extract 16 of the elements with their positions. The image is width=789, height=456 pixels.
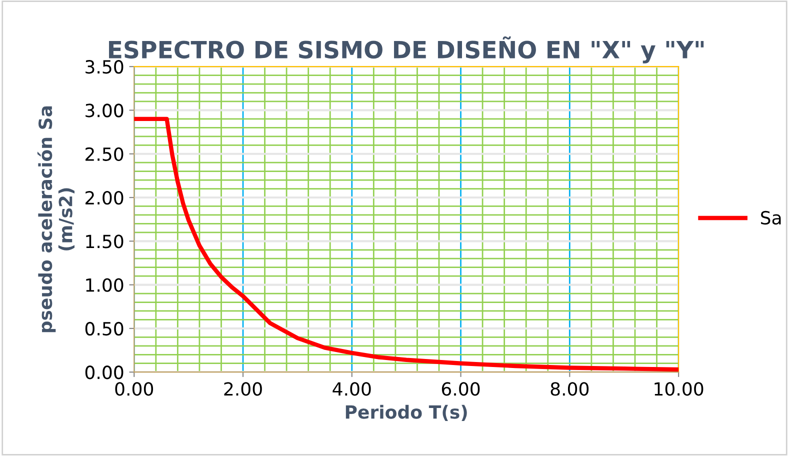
legend-label: Sa <box>761 210 781 225</box>
y-tick-label: 0.50 <box>85 322 124 336</box>
x-tick-label: 8.00 <box>550 382 589 396</box>
y-tick-label: 2.50 <box>86 147 124 161</box>
x-tick-label: 4.00 <box>332 382 371 396</box>
y-tick-label: 1.00 <box>86 278 124 292</box>
x-axis-title: Periodo T(s) <box>346 404 467 421</box>
x-tick-label: 2.00 <box>224 382 262 396</box>
y-axis-title: pseudo aceleración Sa (m/s2) <box>37 106 74 332</box>
y-tick-label: 1.50 <box>86 234 124 248</box>
x-tick-label: 0.00 <box>115 382 154 396</box>
x-tick-label: 10.00 <box>654 382 704 396</box>
x-tick-label: 6.00 <box>442 382 480 396</box>
y-tick-label: 3.00 <box>86 104 124 118</box>
y-tick-label: 0.00 <box>85 366 124 380</box>
y-tick-label: 2.00 <box>86 190 124 205</box>
